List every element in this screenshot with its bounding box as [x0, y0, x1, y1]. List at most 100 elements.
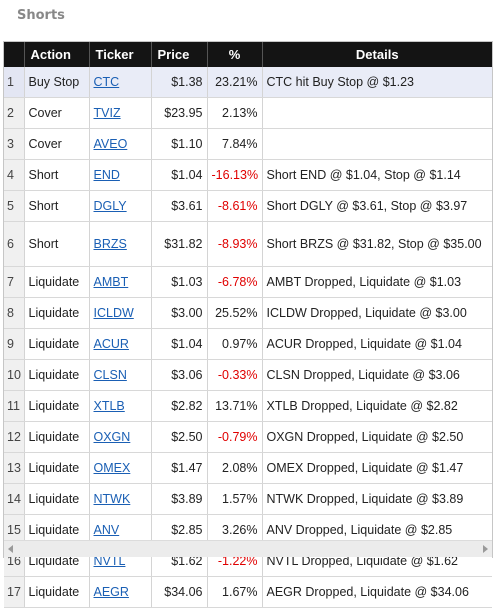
- price-cell: $34.06: [151, 576, 208, 608]
- ticker-cell: TVIZ: [89, 97, 152, 129]
- percent-cell: -8.93%: [207, 221, 263, 267]
- row-number: 1: [4, 67, 25, 98]
- table-row[interactable]: 12 Liquidate OXGN $2.50 -0.79% OXGN Dropped, …: [4, 421, 492, 453]
- row-number: 8: [4, 297, 25, 329]
- action-cell: Liquidate: [24, 390, 90, 422]
- details-cell: XTLB Dropped, Liquidate @ $2.82: [262, 390, 492, 422]
- price-cell: $2.82: [151, 390, 208, 422]
- action-cell: Liquidate: [24, 452, 90, 484]
- table-row[interactable]: 5 Short DGLY $3.61 -8.61% Short DGLY @ $3.61,…: [4, 190, 492, 222]
- price-cell: $1.04: [151, 159, 208, 191]
- details-cell: Short BRZS @ $31.82, Stop @ $35.00: [262, 221, 492, 267]
- price-cell: $3.89: [151, 483, 208, 515]
- row-number: 3: [4, 128, 25, 160]
- action-cell: Liquidate: [24, 576, 90, 608]
- row-number: 5: [4, 190, 25, 222]
- percent-cell: 13.71%: [207, 390, 263, 422]
- row-number: 17: [4, 576, 25, 608]
- ticker-link[interactable]: ANV: [93, 523, 120, 537]
- price-cell: $23.95: [151, 97, 208, 129]
- table-row[interactable]: 9 Liquidate ACUR $1.04 0.97% ACUR Dropped, Li…: [4, 328, 492, 360]
- action-cell: Short: [24, 190, 90, 222]
- ticker-link[interactable]: ICLDW: [93, 306, 134, 320]
- scroll-left-arrow-icon[interactable]: [8, 545, 13, 553]
- table-row[interactable]: 2 Cover TVIZ $23.95 2.13%: [4, 97, 492, 129]
- table-body: 1 Buy Stop CTC $1.38 23.21% CTC hit Buy Stop …: [4, 67, 492, 608]
- price-cell: $2.50: [151, 421, 208, 453]
- ticker-cell: CLSN: [89, 359, 152, 391]
- column-header-action[interactable]: Action: [24, 42, 90, 67]
- percent-cell: 2.08%: [207, 452, 263, 484]
- price-cell: $3.06: [151, 359, 208, 391]
- ticker-cell: AMBT: [89, 266, 152, 298]
- column-header-percent[interactable]: %: [207, 42, 263, 67]
- price-cell: $31.82: [151, 221, 208, 267]
- ticker-link[interactable]: BRZS: [93, 237, 127, 251]
- row-number: 10: [4, 359, 25, 391]
- table-row[interactable]: 4 Short END $1.04 -16.13% Short END @ $1.04, …: [4, 159, 492, 191]
- percent-cell: 7.84%: [207, 128, 263, 160]
- ticker-cell: AVEO: [89, 128, 152, 160]
- ticker-link[interactable]: AMBT: [93, 275, 129, 289]
- details-cell: OXGN Dropped, Liquidate @ $2.50: [262, 421, 492, 453]
- action-cell: Buy Stop: [24, 67, 90, 98]
- price-cell: $1.38: [151, 67, 208, 98]
- table-row[interactable]: 14 Liquidate NTWK $3.89 1.57% NTWK Dropped, L…: [4, 483, 492, 515]
- percent-cell: -16.13%: [207, 159, 263, 191]
- ticker-link[interactable]: CLSN: [93, 368, 127, 382]
- ticker-link[interactable]: END: [93, 168, 120, 182]
- table-row[interactable]: 8 Liquidate ICLDW $3.00 25.52% ICLDW Dropped,…: [4, 297, 492, 329]
- table-row[interactable]: 10 Liquidate CLSN $3.06 -0.33% CLSN Dropped, …: [4, 359, 492, 391]
- table-row[interactable]: 3 Cover AVEO $1.10 7.84%: [4, 128, 492, 160]
- horizontal-scrollbar[interactable]: [4, 540, 492, 557]
- price-cell: $1.47: [151, 452, 208, 484]
- action-cell: Liquidate: [24, 421, 90, 453]
- ticker-link[interactable]: NVTL: [93, 554, 126, 568]
- details-cell: AEGR Dropped, Liquidate @ $34.06: [262, 576, 492, 608]
- ticker-link[interactable]: OXGN: [93, 430, 131, 444]
- ticker-link[interactable]: OMEX: [93, 461, 131, 475]
- price-cell: $1.04: [151, 328, 208, 360]
- table-row[interactable]: 17 Liquidate AEGR $34.06 1.67% AEGR Dropped, …: [4, 576, 492, 608]
- table-row[interactable]: 6 Short BRZS $31.82 -8.93% Short BRZS @ $31.8…: [4, 221, 492, 267]
- row-number: 6: [4, 221, 25, 267]
- table-row[interactable]: 7 Liquidate AMBT $1.03 -6.78% AMBT Dropped, L…: [4, 266, 492, 298]
- scroll-right-arrow-icon[interactable]: [483, 545, 488, 553]
- ticker-cell: ACUR: [89, 328, 152, 360]
- page-title: Shorts: [17, 8, 65, 23]
- ticker-link[interactable]: DGLY: [93, 199, 127, 213]
- column-header-price[interactable]: Price: [151, 42, 208, 67]
- shorts-table: Action Ticker Price % Details 1 Buy Stop C…: [4, 42, 492, 608]
- ticker-link[interactable]: TVIZ: [93, 106, 121, 120]
- ticker-link[interactable]: AVEO: [93, 137, 128, 151]
- column-header-ticker[interactable]: Ticker: [89, 42, 152, 67]
- percent-cell: -0.33%: [207, 359, 263, 391]
- action-cell: Cover: [24, 97, 90, 129]
- details-cell: AMBT Dropped, Liquidate @ $1.03: [262, 266, 492, 298]
- ticker-cell: ICLDW: [89, 297, 152, 329]
- price-cell: $3.00: [151, 297, 208, 329]
- ticker-link[interactable]: ACUR: [93, 337, 129, 351]
- table-row[interactable]: 1 Buy Stop CTC $1.38 23.21% CTC hit Buy Stop …: [4, 67, 492, 98]
- row-number: 7: [4, 266, 25, 298]
- details-cell: CLSN Dropped, Liquidate @ $3.06: [262, 359, 492, 391]
- action-cell: Short: [24, 221, 90, 267]
- action-cell: Liquidate: [24, 483, 90, 515]
- row-number: 13: [4, 452, 25, 484]
- percent-cell: 23.21%: [207, 67, 263, 98]
- ticker-link[interactable]: AEGR: [93, 585, 129, 599]
- table-row[interactable]: 13 Liquidate OMEX $1.47 2.08% OMEX Dropped, L…: [4, 452, 492, 484]
- table-row[interactable]: 11 Liquidate XTLB $2.82 13.71% XTLB Dropped, …: [4, 390, 492, 422]
- ticker-link[interactable]: NTWK: [93, 492, 131, 506]
- ticker-cell: CTC: [89, 67, 152, 98]
- ticker-link[interactable]: CTC: [93, 75, 120, 89]
- action-cell: Liquidate: [24, 297, 90, 329]
- ticker-link[interactable]: XTLB: [93, 399, 125, 413]
- details-cell: NTWK Dropped, Liquidate @ $3.89: [262, 483, 492, 515]
- row-number: 2: [4, 97, 25, 129]
- percent-cell: 0.97%: [207, 328, 263, 360]
- column-header-details[interactable]: Details: [262, 42, 492, 67]
- details-cell: OMEX Dropped, Liquidate @ $1.47: [262, 452, 492, 484]
- action-cell: Cover: [24, 128, 90, 160]
- row-number: 11: [4, 390, 25, 422]
